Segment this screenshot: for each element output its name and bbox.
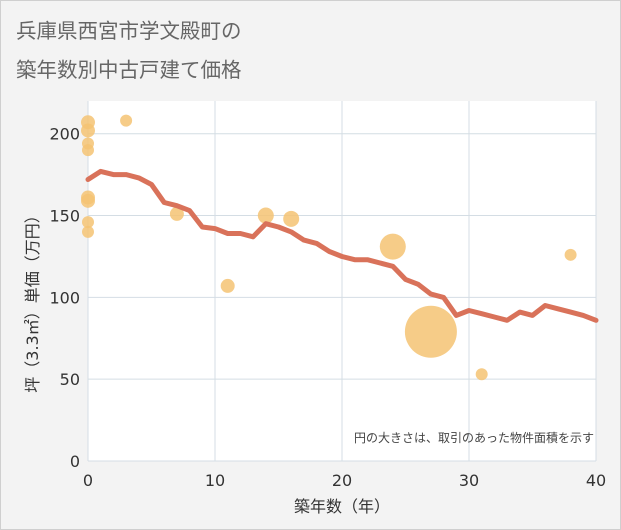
bubble-10 bbox=[220, 278, 235, 293]
bubble-7 bbox=[82, 225, 94, 238]
y-tick-label-4: 200 bbox=[49, 125, 80, 144]
bubble-8 bbox=[120, 114, 133, 127]
size-annotation: 円の大きさは、取引のあった物件面積を示す bbox=[354, 430, 594, 445]
x-tick-label-3: 30 bbox=[459, 471, 479, 490]
x-axis-title: 築年数（年） bbox=[294, 497, 390, 516]
chart-title-line-2: 築年数別中古戸建て価格 bbox=[16, 58, 242, 82]
bubble-9 bbox=[169, 206, 184, 221]
x-tick-label-2: 20 bbox=[332, 471, 352, 490]
y-tick-label-2: 100 bbox=[49, 288, 80, 307]
chart-title-line-1: 兵庫県西宮市学文殿町の bbox=[16, 19, 242, 43]
bubble-12 bbox=[283, 210, 300, 227]
bubble-1 bbox=[81, 123, 95, 138]
bubble-13 bbox=[379, 233, 406, 260]
x-tick-label-0: 0 bbox=[83, 471, 93, 490]
tick-labels: 0 10 20 30 40 0 50 100 150 200 bbox=[49, 125, 606, 490]
y-tick-label-3: 150 bbox=[49, 207, 80, 226]
bubble-16 bbox=[564, 248, 577, 261]
y-tick-label-1: 50 bbox=[60, 370, 80, 389]
gridlines bbox=[87, 101, 597, 462]
bubble-6 bbox=[82, 216, 94, 229]
bubble-3 bbox=[82, 144, 94, 157]
bubbles bbox=[81, 114, 577, 381]
trend-line bbox=[85, 168, 599, 323]
bubble-5 bbox=[81, 193, 95, 208]
y-axis-title: 坪（3.3㎡）単価（万円） bbox=[23, 207, 42, 392]
x-tick-label-1: 10 bbox=[205, 471, 225, 490]
y-tick-label-0: 0 bbox=[70, 452, 80, 471]
bubble-14 bbox=[404, 305, 457, 358]
bubble-15 bbox=[475, 368, 488, 381]
bubble-11 bbox=[257, 207, 274, 224]
trend-line-group bbox=[85, 168, 599, 323]
x-tick-label-4: 40 bbox=[586, 471, 606, 490]
